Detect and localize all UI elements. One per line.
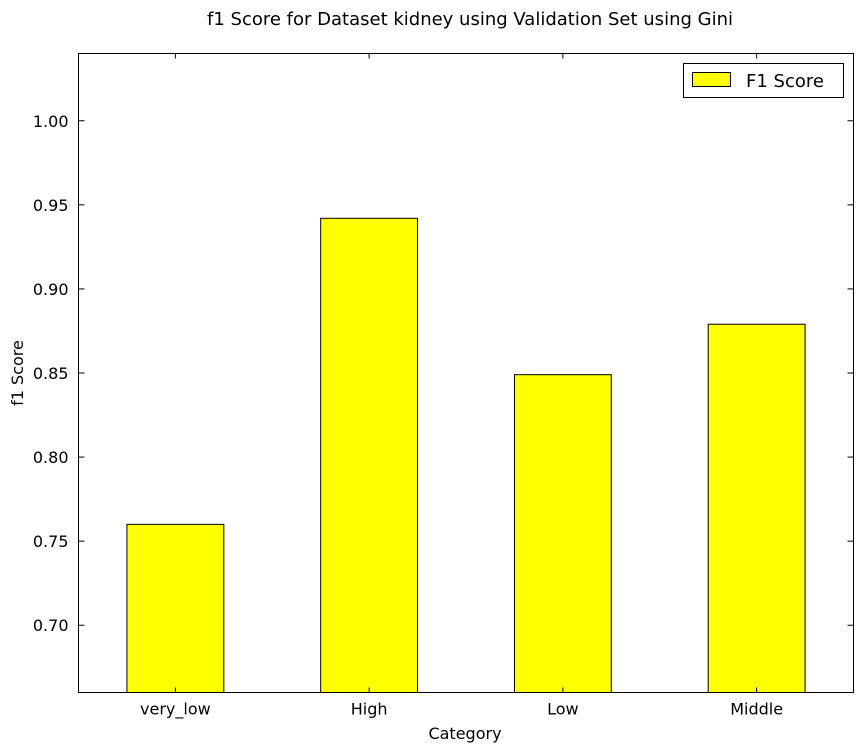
- bars-group: [126, 217, 806, 693]
- bar-High: [320, 217, 419, 693]
- x-axis: very_low High Low Middle: [140, 53, 783, 720]
- x-tick-label: very_low: [140, 700, 211, 720]
- x-tick-label: Middle: [730, 700, 783, 719]
- plot-frame: [78, 53, 854, 693]
- x-axis-label: Category: [428, 724, 501, 743]
- y-tick-label: 0.70: [33, 616, 69, 635]
- bar-Low: [513, 374, 612, 693]
- legend: F1 Score: [683, 63, 844, 98]
- y-axis-label: f1 Score: [8, 340, 27, 406]
- y-tick-label: 0.80: [33, 448, 69, 467]
- x-tick-label: Low: [547, 700, 579, 719]
- bar-Middle: [707, 323, 806, 693]
- y-tick-label: 0.85: [33, 364, 69, 383]
- legend-label: F1 Score: [746, 71, 824, 92]
- legend-swatch: [692, 72, 731, 87]
- y-tick-label: 0.75: [33, 532, 69, 551]
- y-tick-label: 0.95: [33, 196, 69, 215]
- x-tick-label: High: [351, 700, 388, 719]
- bar-very_low: [126, 523, 225, 693]
- chart-title: f1 Score for Dataset kidney using Valida…: [207, 9, 733, 30]
- y-axis: 0.70 0.75 0.80 0.85 0.90 0.95 1.00: [33, 112, 854, 635]
- y-tick-label: 1.00: [33, 112, 69, 131]
- y-tick-label: 0.90: [33, 280, 69, 299]
